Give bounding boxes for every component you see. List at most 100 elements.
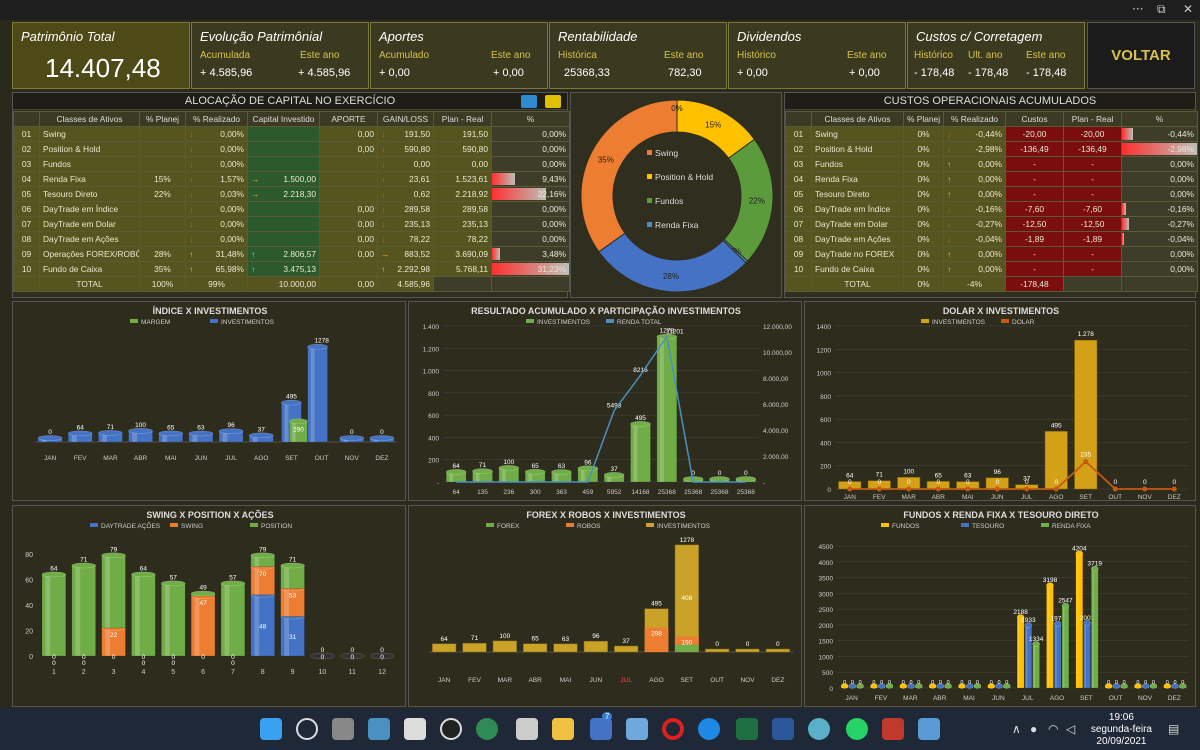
- bar-highlight: [132, 430, 137, 442]
- data-label: 0: [350, 429, 354, 436]
- search-icon[interactable]: [296, 718, 318, 740]
- task-view-icon[interactable]: [332, 718, 354, 740]
- asset-class: DayTrade em Índice: [811, 201, 904, 217]
- bar-highlight: [1084, 622, 1086, 688]
- app-icon[interactable]: [918, 718, 940, 740]
- tick-label: 8: [261, 669, 265, 676]
- restore-icon[interactable]: ⧉: [1157, 2, 1166, 16]
- table-row[interactable]: 01 Swing ↓ 0,00% 0,00 ↓ 191,50 191,50 0,00%: [13, 126, 570, 142]
- kpi-value: - 178,48: [968, 67, 1009, 79]
- excel-icon[interactable]: [736, 718, 758, 740]
- volume-icon[interactable]: ◁: [1066, 722, 1076, 736]
- investment-bar: [128, 428, 153, 443]
- table-row[interactable]: 10 Fundo de Caixa 35% ↑ 65,98% ↑ 3.475,13 ↑ 2.29…: [13, 261, 570, 277]
- notifications-icon[interactable]: ▤: [1168, 722, 1180, 736]
- bar-cap: [1149, 683, 1158, 689]
- cell-value: 1,57%: [220, 174, 244, 184]
- y2-tick: 10.000,00: [763, 350, 792, 357]
- browser-icon[interactable]: [476, 718, 498, 740]
- word-icon[interactable]: [772, 718, 794, 740]
- start-icon[interactable]: [260, 718, 282, 740]
- cell-value: 0,00%: [1170, 159, 1194, 169]
- notepad-icon[interactable]: [516, 718, 538, 740]
- line-label: 0: [848, 479, 852, 486]
- plan-percent: 0%: [903, 201, 944, 217]
- folder-icon[interactable]: [552, 718, 574, 740]
- table-row[interactable]: 03 Fundos 0% ↑ 0,00% - -0,00%: [785, 156, 1198, 172]
- data-bar: [492, 173, 516, 185]
- table-row[interactable]: 08 DayTrade em Ações 0% ↓ -0,04% -1,89 -1,89 -0…: [785, 231, 1198, 247]
- table-row[interactable]: 06 DayTrade em Índice 0% ↓ -0,16% -7,60 -7,60-…: [785, 201, 1198, 217]
- table-row[interactable]: 05 Tesouro Direto 22% ↓ 0,03% → 2.218,30 ↓ 0,62 2…: [13, 186, 570, 202]
- table-row[interactable]: 04 Renda Fixa 15% ↓ 1,57% → 1.500,00 ↓ 23,61 1.52…: [13, 171, 570, 187]
- cell-value: 0,00%: [1170, 189, 1194, 199]
- photos-icon[interactable]: [626, 718, 648, 740]
- chevron-up-icon[interactable]: ∧: [1012, 722, 1021, 736]
- cell-value: -2,98%: [975, 144, 1002, 154]
- y-tick: 1.400: [423, 324, 440, 331]
- opera-icon[interactable]: [662, 718, 684, 740]
- table-row[interactable]: 02 Position & Hold ↓ 0,00% 0,00 ↓ 590,80 590,80…: [13, 141, 570, 157]
- arrow-down-icon: ↓: [947, 129, 952, 139]
- close-icon[interactable]: ✕: [1183, 2, 1194, 16]
- arrow-down-icon: ↓: [947, 144, 952, 154]
- column-header: % Planej: [903, 111, 944, 127]
- column-header: Plan - Real: [433, 111, 492, 127]
- bar-highlight: [1025, 625, 1028, 688]
- table-row[interactable]: 09 Operações FOREX/ROBÔ 28% ↑ 31,48% ↑ 2.806,5…: [13, 246, 570, 262]
- tick-label: 459: [582, 489, 593, 496]
- more-options-icon[interactable]: ···: [1132, 2, 1144, 16]
- y-tick: 2500: [819, 607, 834, 614]
- wifi-icon[interactable]: ◠: [1048, 722, 1059, 736]
- table-row[interactable]: 07 DayTrade em Dolar ↓ 0,00% 0,00 ↓ 235,13 235,…: [13, 216, 570, 232]
- arrow-down-icon: ↓: [381, 189, 386, 199]
- asset-class: Position & Hold: [811, 141, 904, 157]
- pocket-icon[interactable]: [882, 718, 904, 740]
- edge-icon[interactable]: [698, 718, 720, 740]
- table-row[interactable]: 06 DayTrade em Índice ↓ 0,00% 0,00 ↓ 289,58 289…: [13, 201, 570, 217]
- app-icon[interactable]: [404, 718, 426, 740]
- bar-highlight: [528, 471, 533, 482]
- bar-cap: [1053, 620, 1062, 627]
- table-row[interactable]: 09 DayTrade no FOREX 0% ↑ 0,00% - -0,00%: [785, 246, 1198, 262]
- value-cell: ↓ 289,58: [377, 201, 434, 217]
- y-tick: 3000: [819, 591, 834, 598]
- line-label: 0: [1172, 479, 1176, 486]
- plan-percent: 0%: [903, 186, 944, 202]
- comment-icon[interactable]: [521, 95, 537, 108]
- cost-value: -: [1005, 156, 1064, 172]
- total-gain: 4.585,96: [377, 276, 434, 292]
- total-label: TOTAL: [811, 276, 904, 292]
- table-row[interactable]: 02 Position & Hold 0% ↓ -2,98% -136,49 -136,49…: [785, 141, 1198, 157]
- table-row[interactable]: 05 Tesouro Direto 0% ↑ 0,00% - -0,00%: [785, 186, 1198, 202]
- asset-class: Operações FOREX/ROBÔ: [39, 246, 140, 262]
- table-row[interactable]: 04 Renda Fixa 0% ↑ 0,00% - -0,00%: [785, 171, 1198, 187]
- bar-cap: [1003, 683, 1011, 689]
- legend-label: RENDA FIXA: [1052, 523, 1091, 530]
- asset-class: Fundos: [811, 156, 904, 172]
- data-label: 1334: [1029, 636, 1044, 643]
- mic-icon[interactable]: ●: [1030, 722, 1038, 736]
- table-row[interactable]: 10 Fundo de Caixa 0% ↑ 0,00% - -0,00%: [785, 261, 1198, 277]
- asset-class: Fundos: [39, 156, 140, 172]
- table-row[interactable]: 03 Fundos ↓ 0,00% ↓ 0,00 0,00 0,00%: [13, 156, 570, 172]
- kpi-title: Aportes: [379, 29, 424, 44]
- whatsapp-icon[interactable]: [846, 718, 868, 740]
- widgets-icon[interactable]: [368, 718, 390, 740]
- value-cell: ↓ 0,00%: [185, 126, 248, 142]
- app-icon[interactable]: [440, 718, 462, 740]
- bar-highlight: [71, 433, 77, 442]
- asset-class: DayTrade em Índice: [39, 201, 140, 217]
- voltar-button[interactable]: VOLTAR: [1087, 22, 1195, 89]
- table-row[interactable]: 08 DayTrade em Ações ↓ 0,00% 0,00 ↓ 78,22 78,22…: [13, 231, 570, 247]
- slice-label: 28%: [663, 272, 679, 281]
- clock[interactable]: 19:06 segunda-feira 20/09/2021: [1091, 712, 1152, 748]
- table-row[interactable]: 01 Swing 0% ↓ -0,44% -20,00 -20,00 -0,44%: [785, 126, 1198, 142]
- app-icon[interactable]: 7: [590, 712, 613, 740]
- data-label: 0: [350, 647, 354, 654]
- comment-icon[interactable]: [545, 95, 561, 108]
- app-icon[interactable]: [808, 718, 830, 740]
- bar: [1016, 614, 1025, 689]
- table-row[interactable]: 07 DayTrade em Dolar 0% ↓ -0,27% -12,50 -12,50…: [785, 216, 1198, 232]
- data-label: 0: [902, 680, 905, 686]
